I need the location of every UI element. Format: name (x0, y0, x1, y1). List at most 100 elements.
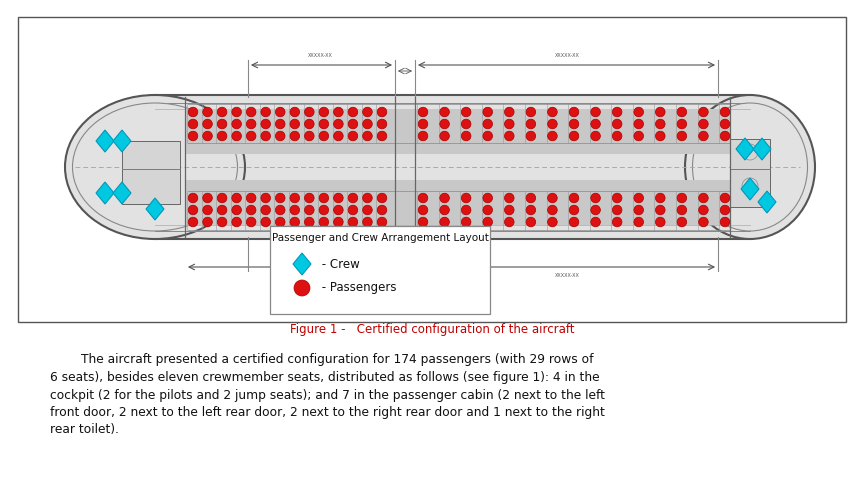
Circle shape (189, 107, 198, 117)
Circle shape (202, 193, 212, 203)
Circle shape (569, 205, 579, 215)
Circle shape (656, 205, 665, 215)
Circle shape (202, 131, 212, 141)
Circle shape (461, 107, 471, 117)
Circle shape (275, 217, 285, 227)
Circle shape (721, 119, 730, 129)
Circle shape (591, 131, 600, 141)
Circle shape (504, 119, 514, 129)
Ellipse shape (685, 95, 815, 239)
Circle shape (377, 119, 387, 129)
Text: - Passengers: - Passengers (318, 281, 396, 295)
Text: XXXXX-XX: XXXXX-XX (272, 273, 298, 278)
Circle shape (699, 131, 708, 141)
Circle shape (362, 217, 372, 227)
Circle shape (348, 119, 358, 129)
Circle shape (569, 193, 579, 203)
Circle shape (612, 193, 622, 203)
Circle shape (439, 131, 450, 141)
Circle shape (721, 193, 730, 203)
Circle shape (304, 217, 314, 227)
Circle shape (634, 119, 644, 129)
Polygon shape (96, 130, 114, 152)
Text: Figure 1 -   Certified configuration of the aircraft: Figure 1 - Certified configuration of th… (290, 323, 574, 337)
Circle shape (217, 107, 227, 117)
Circle shape (699, 119, 708, 129)
Circle shape (634, 193, 644, 203)
Polygon shape (113, 130, 131, 152)
Circle shape (699, 217, 708, 227)
Circle shape (217, 193, 227, 203)
Circle shape (656, 193, 665, 203)
Circle shape (526, 217, 535, 227)
Circle shape (548, 217, 557, 227)
Circle shape (461, 217, 471, 227)
Circle shape (612, 217, 622, 227)
Circle shape (304, 107, 314, 117)
Circle shape (290, 193, 299, 203)
Polygon shape (96, 182, 114, 204)
Circle shape (612, 131, 622, 141)
Circle shape (634, 205, 644, 215)
Text: cockpit (2 for the pilots and 2 jump seats); and 7 in the passenger cabin (2 nex: cockpit (2 for the pilots and 2 jump sea… (50, 389, 605, 401)
Circle shape (202, 107, 212, 117)
Circle shape (275, 107, 285, 117)
Circle shape (290, 205, 299, 215)
Circle shape (348, 217, 358, 227)
Circle shape (334, 119, 343, 129)
Circle shape (504, 193, 514, 203)
Circle shape (418, 217, 428, 227)
Text: XXXXX-XX: XXXXX-XX (308, 53, 332, 58)
Circle shape (294, 280, 310, 296)
Circle shape (591, 119, 600, 129)
Circle shape (461, 119, 471, 129)
Circle shape (377, 205, 387, 215)
Ellipse shape (65, 95, 245, 239)
Circle shape (319, 107, 329, 117)
Circle shape (699, 107, 708, 117)
Circle shape (362, 205, 372, 215)
Text: - Crew: - Crew (318, 258, 360, 270)
Circle shape (483, 107, 492, 117)
Circle shape (677, 119, 687, 129)
Circle shape (334, 193, 343, 203)
Circle shape (634, 217, 644, 227)
Circle shape (612, 107, 622, 117)
Circle shape (275, 193, 285, 203)
Circle shape (548, 205, 557, 215)
Polygon shape (741, 178, 759, 200)
Circle shape (677, 107, 687, 117)
Circle shape (290, 131, 299, 141)
Ellipse shape (693, 103, 808, 231)
Circle shape (232, 217, 241, 227)
Circle shape (290, 119, 299, 129)
Circle shape (526, 193, 535, 203)
Circle shape (290, 107, 299, 117)
Circle shape (591, 107, 600, 117)
Circle shape (504, 107, 514, 117)
Circle shape (418, 193, 428, 203)
Circle shape (334, 217, 343, 227)
Circle shape (334, 107, 343, 117)
Circle shape (362, 131, 372, 141)
FancyBboxPatch shape (155, 95, 750, 239)
Circle shape (247, 205, 256, 215)
Circle shape (202, 217, 212, 227)
Circle shape (721, 205, 730, 215)
Polygon shape (113, 182, 131, 204)
Circle shape (591, 205, 600, 215)
Circle shape (677, 131, 687, 141)
Circle shape (348, 205, 358, 215)
Circle shape (319, 193, 329, 203)
Circle shape (189, 119, 198, 129)
Circle shape (699, 205, 708, 215)
Circle shape (261, 131, 271, 141)
Circle shape (699, 193, 708, 203)
Circle shape (461, 131, 471, 141)
Circle shape (377, 193, 387, 203)
Circle shape (377, 107, 387, 117)
Circle shape (526, 119, 535, 129)
Circle shape (247, 217, 256, 227)
Circle shape (721, 217, 730, 227)
Circle shape (526, 131, 535, 141)
